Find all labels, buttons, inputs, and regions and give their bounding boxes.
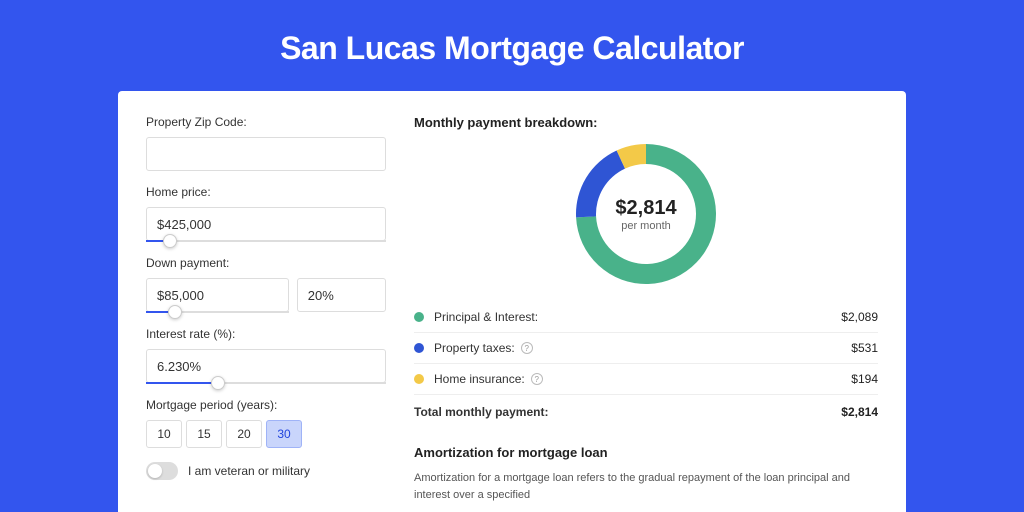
- legend-label-text: Home insurance:: [434, 372, 525, 386]
- veteran-toggle[interactable]: [146, 462, 178, 480]
- info-icon[interactable]: ?: [531, 373, 543, 385]
- interest-slider[interactable]: [146, 382, 386, 384]
- legend-label-text: Property taxes:: [434, 341, 515, 355]
- down-payment-group: Down payment:: [146, 256, 386, 313]
- donut-center: $2,814 per month: [615, 197, 676, 232]
- page-title: San Lucas Mortgage Calculator: [280, 30, 744, 67]
- legend-value: $2,089: [841, 310, 878, 324]
- amortization-title: Amortization for mortgage loan: [414, 445, 878, 460]
- breakdown-column: Monthly payment breakdown: $2,814 per mo…: [414, 115, 878, 512]
- down-payment-slider-thumb[interactable]: [168, 305, 182, 319]
- zip-field-group: Property Zip Code:: [146, 115, 386, 171]
- period-button-30[interactable]: 30: [266, 420, 302, 448]
- amortization-block: Amortization for mortgage loan Amortizat…: [414, 445, 878, 503]
- legend-row: Property taxes:?$531: [414, 333, 878, 364]
- total-row: Total monthly payment: $2,814: [414, 395, 878, 427]
- legend-value: $531: [851, 341, 878, 355]
- period-button-10[interactable]: 10: [146, 420, 182, 448]
- home-price-slider[interactable]: [146, 240, 386, 242]
- period-group: Mortgage period (years): 10152030: [146, 398, 386, 448]
- total-label: Total monthly payment:: [414, 405, 841, 419]
- legend-list: Principal & Interest: $2,089 Property taxe…: [414, 302, 878, 395]
- legend-dot: [414, 312, 424, 322]
- breakdown-title: Monthly payment breakdown:: [414, 115, 878, 130]
- info-icon[interactable]: ?: [521, 342, 533, 354]
- home-price-input[interactable]: [146, 207, 386, 241]
- veteran-row: I am veteran or military: [146, 462, 386, 480]
- legend-row: Principal & Interest: $2,089: [414, 302, 878, 333]
- legend-dot: [414, 343, 424, 353]
- zip-input[interactable]: [146, 137, 386, 171]
- calculator-panel: Property Zip Code: Home price: Down paym…: [118, 91, 906, 512]
- period-buttons: 10152030: [146, 420, 386, 448]
- interest-label: Interest rate (%):: [146, 327, 386, 341]
- down-payment-pct-input[interactable]: [297, 278, 386, 312]
- veteran-label: I am veteran or military: [188, 464, 310, 478]
- legend-value: $194: [851, 372, 878, 386]
- home-price-label: Home price:: [146, 185, 386, 199]
- donut-wrap: $2,814 per month: [414, 144, 878, 284]
- down-payment-slider[interactable]: [146, 311, 289, 313]
- legend-row: Home insurance:?$194: [414, 364, 878, 395]
- interest-slider-fill: [146, 382, 218, 384]
- legend-label: Principal & Interest:: [434, 310, 841, 324]
- donut-center-value: $2,814: [615, 197, 676, 220]
- period-button-15[interactable]: 15: [186, 420, 222, 448]
- interest-group: Interest rate (%):: [146, 327, 386, 384]
- form-column: Property Zip Code: Home price: Down paym…: [146, 115, 386, 512]
- donut-chart: $2,814 per month: [576, 144, 716, 284]
- page-backdrop: San Lucas Mortgage Calculator Property Z…: [0, 0, 1024, 512]
- legend-label-text: Principal & Interest:: [434, 310, 538, 324]
- period-button-20[interactable]: 20: [226, 420, 262, 448]
- zip-label: Property Zip Code:: [146, 115, 386, 129]
- amortization-body: Amortization for a mortgage loan refers …: [414, 470, 878, 503]
- home-price-slider-thumb[interactable]: [163, 234, 177, 248]
- donut-center-sub: per month: [615, 220, 676, 232]
- interest-slider-thumb[interactable]: [211, 376, 225, 390]
- total-value: $2,814: [841, 405, 878, 419]
- home-price-group: Home price:: [146, 185, 386, 242]
- veteran-toggle-knob: [148, 464, 162, 478]
- legend-dot: [414, 374, 424, 384]
- interest-input[interactable]: [146, 349, 386, 383]
- period-label: Mortgage period (years):: [146, 398, 386, 412]
- down-payment-input[interactable]: [146, 278, 289, 312]
- legend-label: Property taxes:?: [434, 341, 851, 355]
- legend-label: Home insurance:?: [434, 372, 851, 386]
- down-payment-label: Down payment:: [146, 256, 386, 270]
